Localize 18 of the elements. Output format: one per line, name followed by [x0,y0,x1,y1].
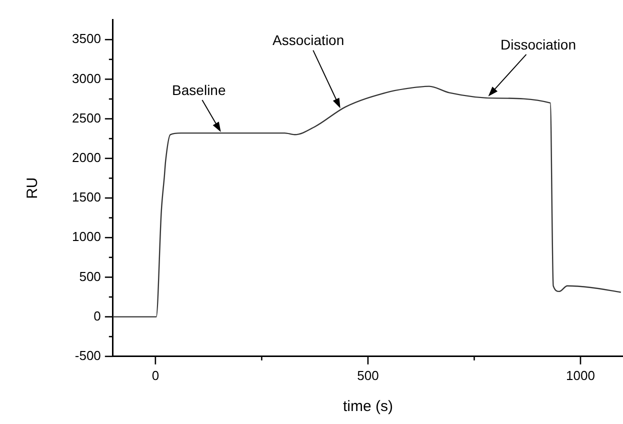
annotation: Baseline [172,82,226,98]
x-tick-label: 1000 [566,368,595,383]
line-series [112,86,622,318]
x-tick-label: 0 [152,368,160,383]
y-tick-label: 2000 [72,150,101,165]
annotation: Dissociation [500,36,576,52]
y-tick-label: 3000 [72,70,101,86]
y-tick-label: 500 [79,268,101,284]
y-tick-label: 0 [94,308,101,324]
x-axis-title: time (s) [342,398,393,416]
y-axis-title: RU [24,177,42,199]
y-tick-label: 2500 [72,110,101,126]
annotation: Association [272,32,344,48]
y-tick-label: 1000 [72,229,101,244]
x-tick-label: 500 [357,368,379,383]
y-tick-label: 1500 [72,190,101,205]
y-tick-label: 3500 [72,31,101,46]
y-tick-label: -500 [74,348,101,363]
